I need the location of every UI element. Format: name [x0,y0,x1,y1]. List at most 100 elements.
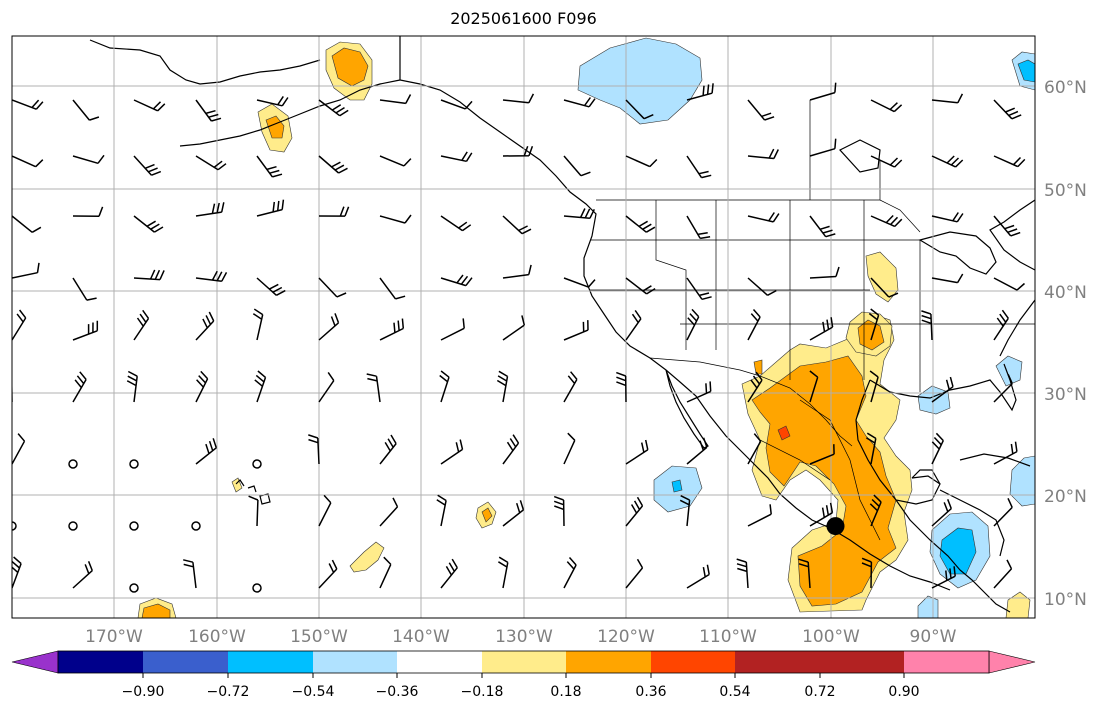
wind-barb-calm [12,521,17,531]
wind-barb [866,432,877,465]
wind-barb [993,441,1018,465]
wind-barb [254,370,267,403]
wind-barb [502,315,526,341]
wind-barb [318,155,348,174]
wind-barb [563,97,596,108]
wind-barb [256,277,286,296]
wind-barb [686,215,711,240]
wind-barb [366,373,381,403]
anomaly-region-pacific-streak [349,541,385,573]
wind-barb [921,310,933,341]
wind-barb [747,212,780,223]
lat-label-50: 50°N [1044,181,1087,201]
wind-barb-calm [68,521,78,531]
wind-barb [502,500,525,527]
border-mexico-states [759,399,881,541]
wind-barb-calm [129,521,139,531]
wind-barb [12,262,40,279]
colorbar-segment-7 [566,651,651,673]
lat-label-20: 20°N [1044,487,1087,507]
wind-barb [870,155,903,168]
anomaly-region-pacific-small-core [481,507,493,523]
anomaly-region-yucatan [753,359,763,375]
wind-barb [809,317,834,341]
wind-barb [993,155,1026,168]
wind-barb [440,151,473,163]
colorbar-segment-5 [397,651,482,673]
wind-barb [133,309,150,341]
wind-barb [256,95,289,107]
wind-barb-calm [252,583,262,593]
wind-barb [931,376,954,403]
wind-barb [686,155,712,179]
colorbar-segment-6 [482,651,566,673]
coastline-gulf [869,363,1017,412]
wind-barb [12,375,13,402]
colorbar-tick-label-1: −0.90 [122,684,165,700]
wind-barb [195,438,218,465]
lat-label-60: 60°N [1044,78,1087,98]
wind-barb [318,494,332,527]
anomaly-region-canada [577,37,703,125]
wind-barb [379,556,392,589]
wind-barb [126,370,138,403]
wind-barb-calm [129,583,139,593]
wind-barb [870,99,903,113]
lon-label-90: 90°W [910,627,957,647]
colorbar-frame [57,650,990,674]
latitude-labels: 60°N 50°N 40°N 30°N 20°N 10°N [1044,78,1087,610]
wind-barb [440,99,473,110]
wind-barb [563,557,577,589]
location-marker [826,517,845,536]
coastline-baja [665,369,709,449]
wind-barb [195,155,227,171]
border-states-v1 [655,200,687,350]
wind-barb [439,370,450,403]
wind-barb [736,558,749,589]
wind-barb [869,370,879,403]
wind-barb [379,277,406,300]
wind-barb-calm [129,459,139,469]
wind-barb [72,99,100,121]
wind-barb [12,215,42,233]
wind-barb [502,434,520,465]
wind-barb [931,155,964,168]
wind-barb [686,308,700,341]
wind-barb [440,318,465,341]
wind-barb-calm [68,459,78,469]
wind-barb [747,309,761,341]
wind-barb [72,154,105,165]
wind-barb [440,274,473,287]
wind-barb [993,215,1021,237]
wind-barb [72,277,97,301]
wind-barb [133,215,164,233]
wind-barb [195,270,228,282]
wind-barb [256,199,285,217]
lon-label-100: 100°W [802,627,860,647]
lon-label-140: 140°W [392,627,450,647]
wind-barbs [12,82,1026,593]
colorbar-tick-label-10: 0.90 [888,684,919,700]
wind-barb [436,494,447,527]
colorbar-segment-8 [651,651,735,673]
wind-barb [195,370,209,403]
wind-barb [195,311,215,341]
wind-barb [195,99,222,122]
wind-barb [502,264,532,279]
colorbar-tick-label-9: 0.72 [804,684,835,700]
wind-barb [747,148,779,160]
wind-barb [747,504,772,527]
anomaly-region-aleutians-core [265,115,285,139]
wind-barb [931,273,964,284]
wind-barb [993,497,1013,527]
lon-label-150: 150°W [290,627,348,647]
wind-barb [12,309,27,341]
wind-barb [993,559,1013,589]
wind-barb [72,561,93,589]
anomaly-region-alaska-core [331,47,369,87]
map-content [12,36,1035,618]
wind-barb [498,556,509,589]
wind-barb [308,434,320,465]
colorbar-segment-1 [58,651,143,673]
anomaly-region-southwest-core [141,603,171,618]
